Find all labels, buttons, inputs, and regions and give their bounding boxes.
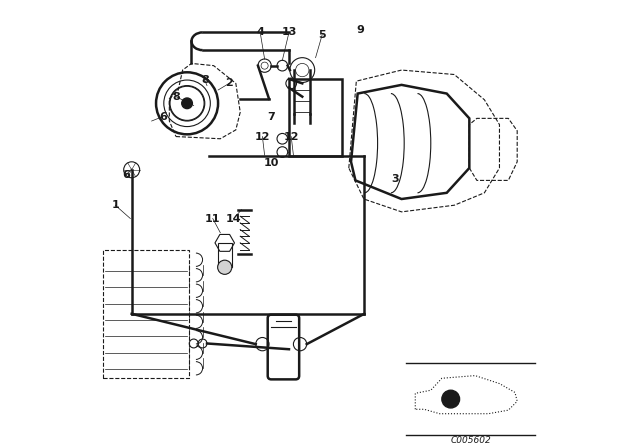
Text: 6: 6: [122, 170, 130, 180]
Text: 7: 7: [268, 112, 275, 121]
Bar: [103, 250, 189, 378]
Text: 1: 1: [111, 200, 119, 210]
Circle shape: [286, 78, 296, 89]
Bar: [218, 243, 232, 267]
Text: 11: 11: [205, 214, 221, 224]
Text: 14: 14: [226, 214, 241, 224]
Text: 9: 9: [357, 25, 365, 35]
Circle shape: [124, 162, 140, 178]
Circle shape: [182, 98, 193, 108]
Bar: [289, 79, 342, 156]
Text: 8: 8: [201, 75, 209, 85]
Text: C005602: C005602: [451, 435, 491, 445]
Text: 2: 2: [225, 78, 233, 88]
Circle shape: [442, 390, 460, 408]
Text: 10: 10: [264, 158, 279, 168]
Text: 6: 6: [159, 112, 166, 121]
Text: 12: 12: [284, 132, 299, 142]
Text: 4: 4: [256, 27, 264, 37]
Text: 13: 13: [282, 27, 297, 37]
Text: 3: 3: [392, 174, 399, 184]
Circle shape: [277, 60, 287, 71]
Text: 12: 12: [255, 132, 270, 142]
Circle shape: [258, 59, 271, 72]
Circle shape: [218, 260, 232, 274]
Text: 5: 5: [319, 30, 326, 39]
Text: 8: 8: [172, 92, 180, 102]
